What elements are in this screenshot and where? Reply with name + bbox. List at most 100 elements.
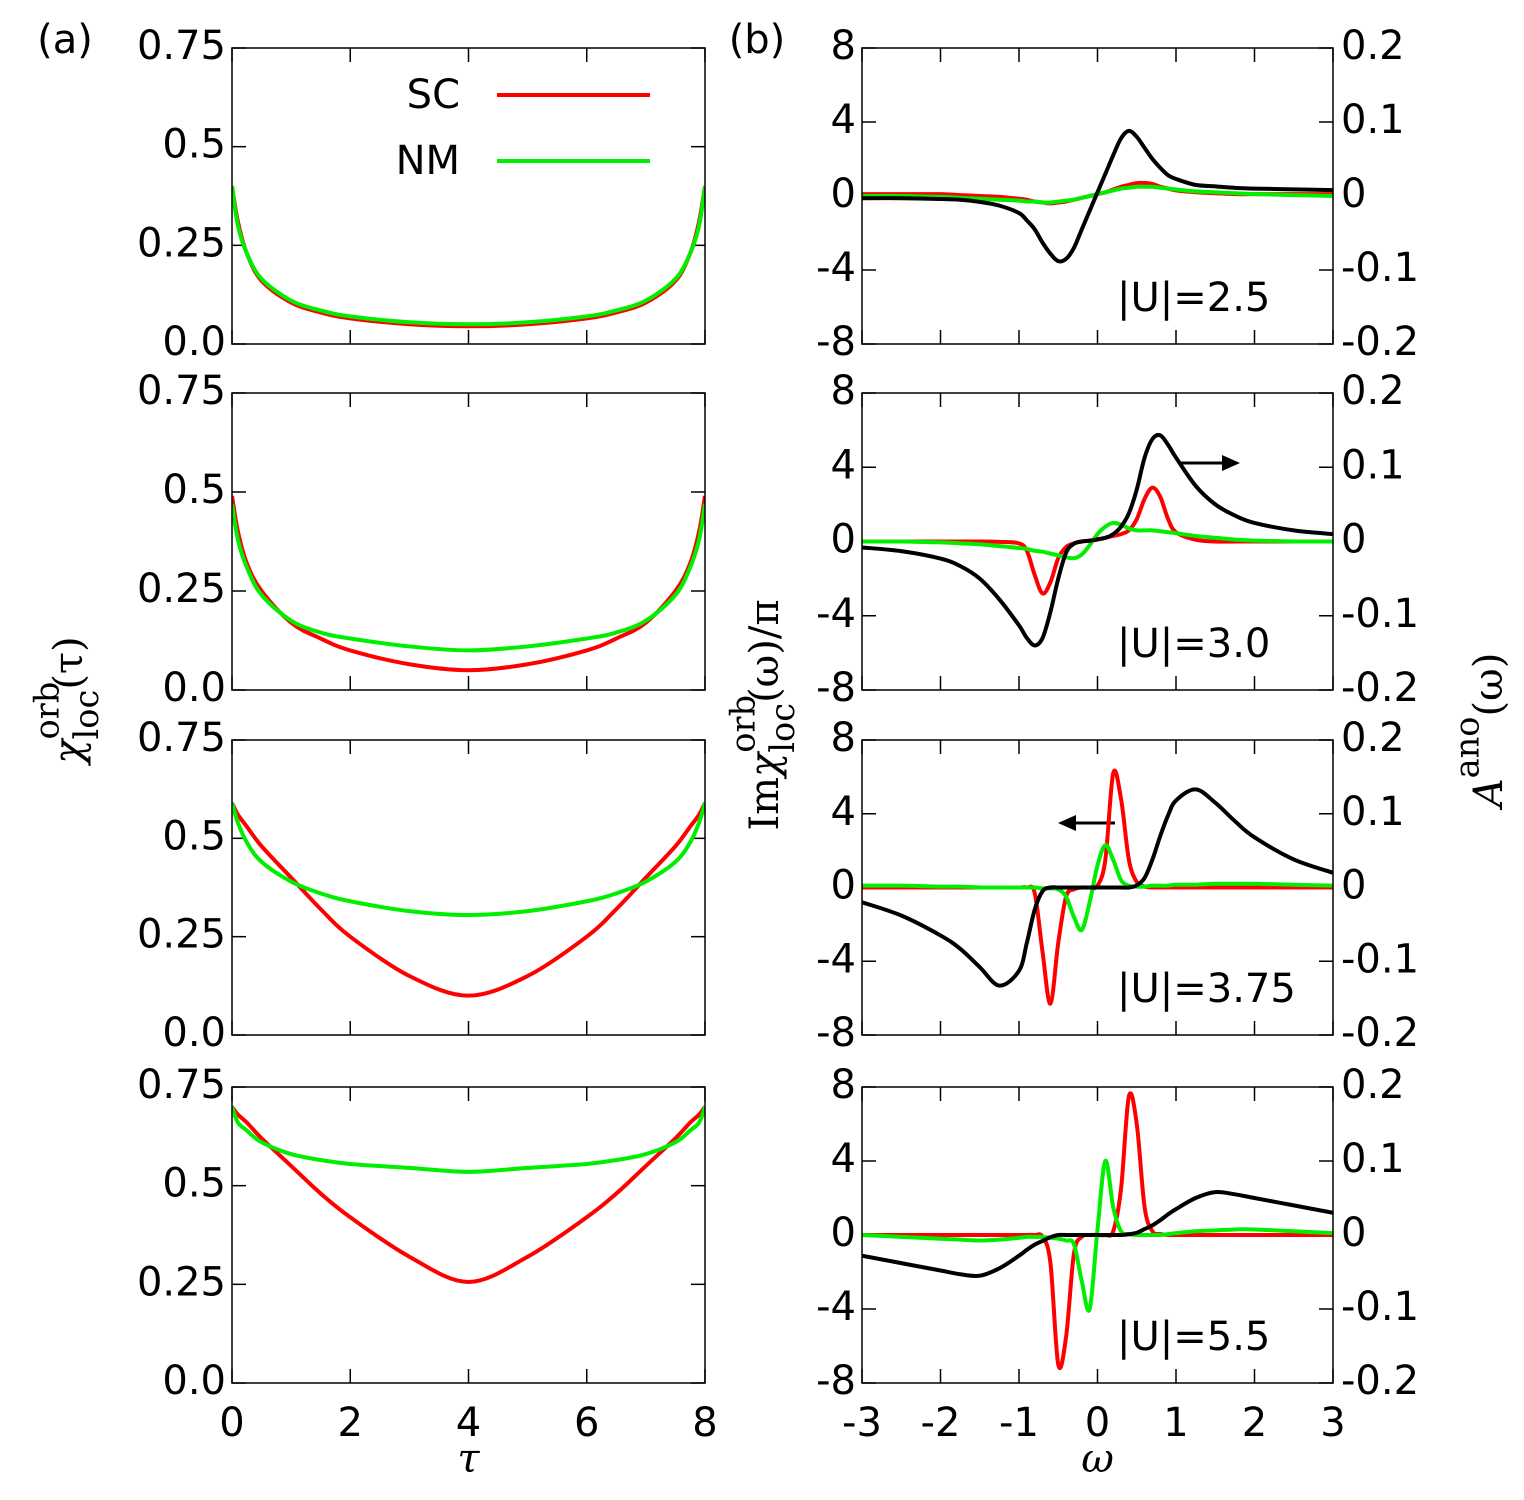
- y-tick-label: -4: [816, 245, 856, 291]
- plot-frame: [861, 47, 1334, 345]
- y-tick-label: 0.0: [162, 1358, 226, 1404]
- y-tick-label: 0.25: [137, 1259, 226, 1305]
- y-tick-label: 0: [831, 517, 856, 563]
- plot-frame: [861, 392, 1334, 691]
- y2-tick-label: -0.2: [1341, 1010, 1419, 1056]
- y-tick-label: 0: [831, 1210, 856, 1256]
- x-tick-label: 0: [219, 1400, 244, 1446]
- y2-tick-label: 0.1: [1341, 442, 1405, 488]
- x-tick-label: 0: [1085, 1400, 1110, 1446]
- subplot: 0.0 0.25 0.5 0.75 SC NM (a): [37, 17, 706, 365]
- legend-label: NM: [396, 138, 460, 184]
- y-tick-label: 4: [831, 789, 856, 835]
- series-line: [232, 185, 705, 327]
- y-tick-label: -8: [816, 319, 856, 365]
- axis-label: Imχorbloc(ω)/π: [724, 599, 802, 830]
- y2-tick-label: 0.1: [1341, 97, 1405, 143]
- label-sub: loc: [67, 690, 106, 740]
- x-tick-label: -2: [921, 1400, 961, 1446]
- series-line: [862, 128, 1333, 264]
- label-sub: loc: [763, 703, 802, 753]
- y-tick-label: 4: [831, 1136, 856, 1182]
- plot-frame: [861, 739, 1334, 1036]
- y-tick-label: 0.75: [137, 368, 226, 414]
- y-tick-label: -4: [816, 1284, 856, 1330]
- y2-tick-label: 0.1: [1341, 1136, 1405, 1182]
- annotation: |U|=3.0: [1117, 621, 1270, 667]
- y2-tick-label: 0.2: [1341, 23, 1405, 69]
- label-symbol: χ: [46, 737, 92, 767]
- x-tick-label: -3: [842, 1400, 882, 1446]
- x-tick-label: -1: [999, 1400, 1039, 1446]
- y2-tick-label: -0.1: [1341, 936, 1419, 982]
- series-line: [232, 1105, 705, 1284]
- series-line: [862, 432, 1333, 648]
- y-tick-label: -8: [816, 665, 856, 711]
- subplot: 0.0 0.25 0.5 0.75: [137, 368, 706, 711]
- x-tick-label: 2: [338, 1400, 363, 1446]
- y2-tick-label: -0.1: [1341, 1284, 1419, 1330]
- y-tick-label: 0: [831, 863, 856, 909]
- arrow-head: [1058, 815, 1076, 831]
- annotation: |U|=3.75: [1117, 966, 1296, 1012]
- panel-label: (a): [37, 17, 93, 63]
- y2-tick-label: -0.1: [1341, 245, 1419, 291]
- subplot: -8 -4 0 4 8 -0.2 -0.1 0 0.1 0.2 |U|=3.75: [816, 715, 1419, 1056]
- plot-frame: [861, 1086, 1334, 1384]
- y-tick-label: 0.0: [162, 1010, 226, 1056]
- arrow-head: [1222, 455, 1240, 471]
- y-tick-label: 0.5: [162, 813, 226, 859]
- y2-tick-label: 0.2: [1341, 715, 1405, 761]
- y2-tick-label: 0: [1341, 1210, 1366, 1256]
- y-tick-label: 0.5: [162, 467, 226, 513]
- subplot: 0 2 4 6 8 0.0 0.25 0.5 0.75 τ: [137, 1062, 718, 1482]
- series-line: [232, 802, 705, 998]
- y-tick-label: 0.25: [137, 220, 226, 266]
- y-tick-label: 4: [831, 442, 856, 488]
- y2-tick-label: 0: [1341, 171, 1366, 217]
- subplot: 0.0 0.25 0.5 0.75: [137, 715, 706, 1056]
- series-line: [232, 495, 705, 673]
- label-symbol: χ: [742, 750, 788, 780]
- annotation: |U|=5.5: [1117, 1314, 1270, 1360]
- y-tick-label: 0.25: [137, 912, 226, 958]
- x-axis-label: ω: [1081, 1436, 1114, 1482]
- label-part: (ω)/π: [742, 599, 788, 703]
- y-tick-label: 4: [831, 97, 856, 143]
- y-tick-label: 0.5: [162, 122, 226, 168]
- y2-tick-label: 0: [1341, 863, 1366, 909]
- label-part: Im: [742, 777, 788, 831]
- label-part: (ω): [1466, 653, 1512, 717]
- legend-label: SC: [407, 72, 460, 118]
- x-tick-label: 2: [1242, 1400, 1267, 1446]
- y2-tick-label: -0.2: [1341, 319, 1419, 365]
- y2-tick-label: -0.1: [1341, 591, 1419, 637]
- y-tick-label: 0.75: [137, 23, 226, 69]
- axis-label: Aano(ω): [1448, 653, 1512, 812]
- label-sup: ano: [1448, 717, 1487, 779]
- series-line: [862, 1189, 1333, 1279]
- series-line: [232, 503, 705, 653]
- series-line: [862, 520, 1333, 561]
- y-tick-label: 0.0: [162, 665, 226, 711]
- label-symbol: A: [1466, 778, 1512, 811]
- x-tick-label: 8: [692, 1400, 717, 1446]
- y-tick-label: 0.75: [137, 715, 226, 761]
- y-tick-label: 0.25: [137, 566, 226, 612]
- y-tick-label: 0.0: [162, 319, 226, 365]
- y-tick-label: 8: [831, 715, 856, 761]
- x-tick-label: 3: [1320, 1400, 1345, 1446]
- y2-tick-label: 0: [1341, 517, 1366, 563]
- plot-frame: [231, 739, 706, 1036]
- plot-frame: [231, 392, 706, 691]
- series-line: [232, 802, 705, 918]
- label-sup: orb: [28, 682, 67, 740]
- annotation: |U|=2.5: [1117, 275, 1270, 321]
- y-tick-label: 8: [831, 23, 856, 69]
- plot-frame: [231, 1086, 706, 1384]
- y-tick-label: 0.5: [162, 1161, 226, 1207]
- x-tick-label: 1: [1163, 1400, 1188, 1446]
- y2-tick-label: -0.2: [1341, 1358, 1419, 1404]
- y2-tick-label: 0.2: [1341, 1062, 1405, 1108]
